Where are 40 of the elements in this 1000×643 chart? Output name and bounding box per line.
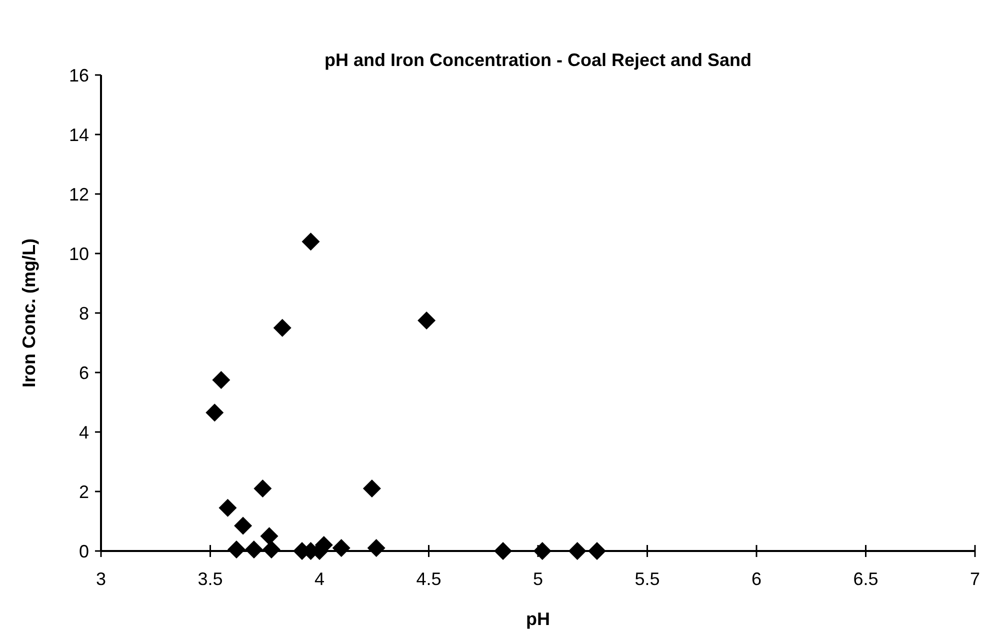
x-axis-title: pH: [526, 609, 550, 629]
y-tick-label: 0: [78, 541, 89, 562]
x-tick-label: 6: [751, 569, 762, 589]
chart-title: pH and Iron Concentration - Coal Reject and Sand: [324, 50, 752, 70]
x-tick-label: 7: [970, 569, 980, 589]
y-tick-label: 14: [68, 124, 89, 145]
point: [332, 539, 350, 558]
y-tick-label: 2: [78, 482, 89, 502]
x-tick-label: 4: [314, 569, 325, 589]
point: [234, 516, 252, 535]
y-tick-label: 12: [68, 184, 89, 204]
x-tick-label: 5: [532, 569, 544, 589]
y-tick-label: 10: [68, 244, 89, 264]
point: [273, 318, 292, 337]
point: [588, 542, 606, 560]
point: [533, 542, 552, 560]
y-tick-label: 8: [78, 303, 89, 324]
point: [206, 404, 224, 422]
y-tick-label: 6: [78, 362, 89, 383]
y-tick-label: 16: [68, 65, 89, 86]
point: [212, 370, 230, 389]
point: [494, 542, 512, 560]
point: [244, 540, 263, 559]
x-tick-label: 4.5: [416, 569, 442, 589]
point: [418, 311, 436, 330]
point: [218, 498, 237, 517]
point: [227, 540, 246, 559]
y-axis-title: Iron Conc. (mg/L): [19, 238, 39, 388]
point: [362, 480, 381, 498]
x-tick-label: 5.5: [634, 569, 660, 589]
x-tick-label: 6.5: [853, 569, 878, 589]
x-tick-label: 3: [96, 569, 106, 589]
point: [260, 527, 278, 546]
point: [568, 542, 586, 560]
y-tick-label: 4: [78, 422, 89, 442]
point: [367, 539, 386, 558]
x-tick-label: 3.5: [198, 569, 223, 589]
point: [262, 540, 280, 559]
point: [302, 232, 320, 251]
point: [254, 480, 272, 498]
